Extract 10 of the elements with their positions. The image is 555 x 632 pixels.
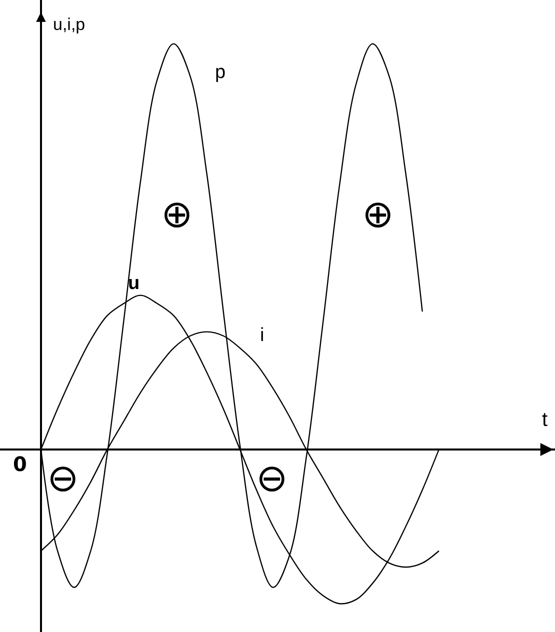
y-axis-title: u,i,p [53, 15, 86, 34]
series-label: p [215, 62, 226, 83]
x-axis-title: t [542, 409, 548, 431]
series-label: i [260, 325, 264, 346]
text: 0 [13, 452, 27, 476]
annotation: ⊕ [161, 192, 193, 236]
annotation: ⊕ [362, 192, 394, 236]
annotation: ⊖ [256, 456, 288, 500]
annotation: ⊖ [47, 456, 79, 500]
series-label: u [128, 273, 140, 294]
